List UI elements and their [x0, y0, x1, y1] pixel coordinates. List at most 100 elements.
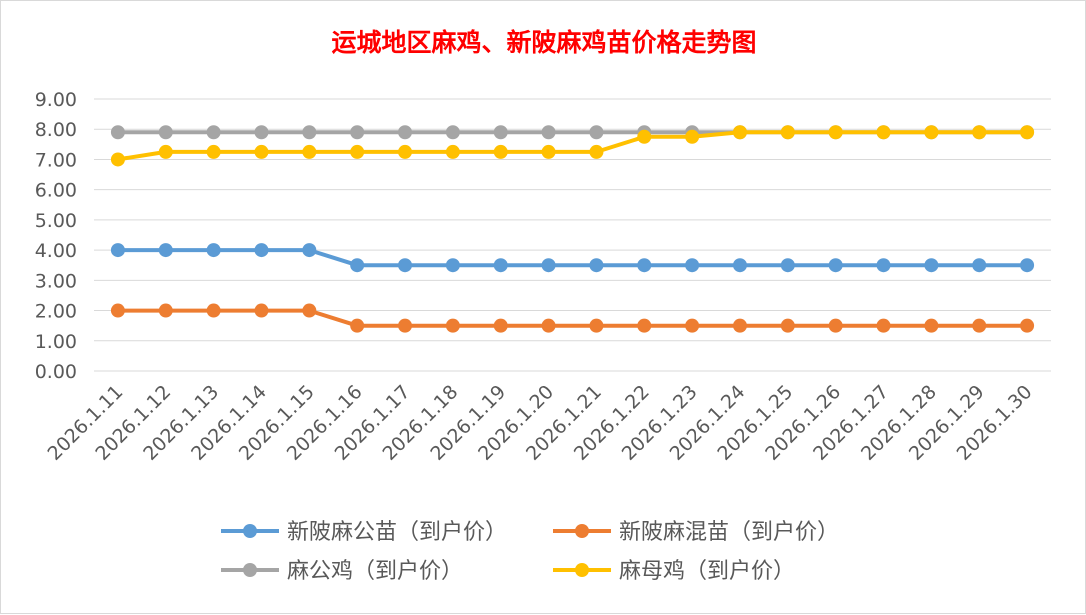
- data-point: [972, 258, 987, 273]
- series-0: [110, 243, 1035, 273]
- y-tick-label: 1.00: [35, 331, 77, 353]
- data-point: [254, 243, 269, 258]
- data-point: [876, 125, 891, 140]
- data-point: [110, 243, 125, 258]
- series-line: [117, 248, 1028, 268]
- y-tick-label: 5.00: [35, 210, 77, 232]
- data-point: [398, 125, 413, 140]
- data-point: [924, 258, 939, 273]
- data-point: [780, 258, 795, 273]
- data-point: [685, 318, 700, 333]
- data-point: [924, 125, 939, 140]
- data-point: [110, 303, 125, 318]
- data-point: [589, 318, 604, 333]
- legend-marker: [243, 524, 257, 538]
- data-point: [541, 144, 556, 159]
- data-point: [828, 125, 843, 140]
- legend-item: 麻母鸡（到户价）: [553, 559, 795, 584]
- data-point: [685, 258, 700, 273]
- data-point: [254, 144, 269, 159]
- data-point: [780, 318, 795, 333]
- data-point: [541, 318, 556, 333]
- data-point: [158, 144, 173, 159]
- series-line: [117, 130, 1028, 162]
- data-point: [637, 258, 652, 273]
- data-point: [589, 258, 604, 273]
- legend-label: 麻公鸡（到户价）: [287, 559, 463, 584]
- data-point: [828, 318, 843, 333]
- legend-label: 麻母鸡（到户价）: [619, 559, 795, 584]
- data-point: [589, 144, 604, 159]
- data-point: [876, 318, 891, 333]
- data-point: [732, 258, 747, 273]
- data-point: [206, 303, 221, 318]
- series-line: [117, 308, 1028, 328]
- data-point: [302, 144, 317, 159]
- data-point: [206, 243, 221, 258]
- data-point: [876, 258, 891, 273]
- data-point: [685, 129, 700, 144]
- data-point: [158, 303, 173, 318]
- series-3: [110, 125, 1035, 167]
- data-point: [637, 129, 652, 144]
- data-point: [350, 125, 365, 140]
- y-tick-label: 9.00: [35, 89, 77, 111]
- data-point: [732, 318, 747, 333]
- data-point: [350, 258, 365, 273]
- x-axis-ticks: 2026.1.112026.1.122026.1.132026.1.142026…: [44, 381, 1037, 465]
- data-point: [493, 318, 508, 333]
- legend-item: 新陂麻公苗（到户价）: [221, 520, 507, 545]
- legend: 新陂麻公苗（到户价） 新陂麻混苗（到户价） 麻公鸡（到户价） 麻母鸡（到户价）: [221, 520, 839, 584]
- legend-marker: [575, 563, 589, 577]
- data-point: [972, 318, 987, 333]
- y-tick-label: 2.00: [35, 301, 77, 323]
- data-point: [828, 258, 843, 273]
- y-tick-label: 3.00: [35, 270, 77, 292]
- data-point: [445, 144, 460, 159]
- data-point: [302, 243, 317, 258]
- data-point: [206, 125, 221, 140]
- data-point: [493, 258, 508, 273]
- data-point: [398, 258, 413, 273]
- y-tick-label: 0.00: [35, 361, 77, 383]
- y-tick-label: 7.00: [35, 149, 77, 171]
- data-point: [732, 125, 747, 140]
- chart-title: 运城地区麻鸡、新陂麻鸡苗价格走势图: [331, 28, 756, 57]
- data-point: [254, 125, 269, 140]
- data-point: [302, 125, 317, 140]
- data-point: [110, 125, 125, 140]
- data-point: [541, 258, 556, 273]
- data-point: [158, 243, 173, 258]
- data-point: [1020, 258, 1035, 273]
- legend-marker: [575, 524, 589, 538]
- data-point: [493, 125, 508, 140]
- y-tick-label: 6.00: [35, 180, 77, 202]
- data-point: [780, 125, 795, 140]
- data-point: [445, 258, 460, 273]
- legend-item: 新陂麻混苗（到户价）: [553, 520, 839, 545]
- data-point: [445, 125, 460, 140]
- data-point: [1020, 125, 1035, 140]
- data-point: [637, 318, 652, 333]
- data-point: [398, 318, 413, 333]
- y-axis-ticks: 0.00 1.00 2.00 3.00 4.00 5.00 6.00 7.00 8.00 9.00: [35, 89, 77, 383]
- data-point: [206, 144, 221, 159]
- y-tick-label: 4.00: [35, 240, 77, 262]
- data-point: [350, 144, 365, 159]
- data-point: [302, 303, 317, 318]
- y-tick-label: 8.00: [35, 119, 77, 141]
- legend-item: 麻公鸡（到户价）: [221, 559, 463, 584]
- data-point: [493, 144, 508, 159]
- data-point: [110, 152, 125, 167]
- data-point: [589, 125, 604, 140]
- legend-label: 新陂麻混苗（到户价）: [619, 520, 839, 545]
- data-point: [972, 125, 987, 140]
- series-1: [110, 303, 1035, 333]
- legend-label: 新陂麻公苗（到户价）: [287, 520, 507, 545]
- series-lines: [110, 125, 1035, 333]
- data-point: [398, 144, 413, 159]
- data-point: [350, 318, 365, 333]
- data-point: [158, 125, 173, 140]
